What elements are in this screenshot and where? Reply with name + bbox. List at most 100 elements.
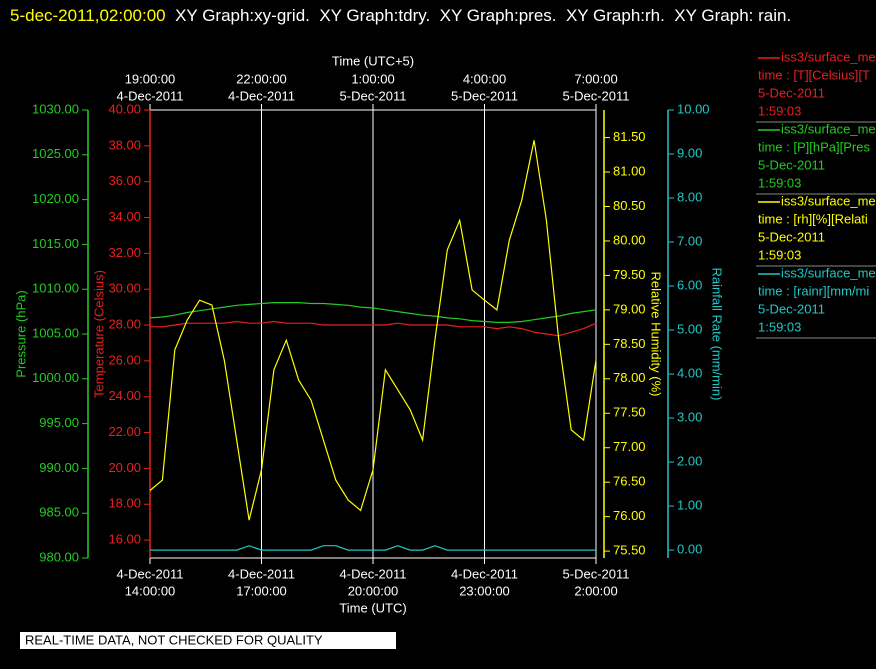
y-tick-label: 5.00 <box>677 321 702 336</box>
y-tick-label: 76.50 <box>613 474 646 489</box>
y-tick-label: 995.00 <box>39 415 79 430</box>
y-tick-label: 40.00 <box>108 101 141 116</box>
y-tick-label: 990.00 <box>39 460 79 475</box>
series-line <box>150 545 596 551</box>
y-tick-label: 78.50 <box>613 336 646 351</box>
x2-tick-label: 22:00:00 <box>236 71 287 86</box>
y-tick-label: 0.00 <box>677 542 702 557</box>
x-tick-label: 14:00:00 <box>125 583 176 598</box>
y-tick-label: 77.50 <box>613 405 646 420</box>
y-tick-label: 1020.00 <box>32 191 79 206</box>
x-axis-title: Time (UTC) <box>339 600 406 615</box>
legend-name: iss3/surface_me <box>781 121 876 136</box>
y-tick-label: 3.00 <box>677 409 702 424</box>
y-axis-title: Rainfall Rate (mm/min) <box>710 268 725 401</box>
y-tick-label: 985.00 <box>39 505 79 520</box>
title: 5-dec-2011,02:00:00 XY Graph:xy-grid. XY… <box>10 2 850 30</box>
legend-date: 5-Dec-2011 <box>758 229 825 244</box>
y-tick-label: 36.00 <box>108 173 141 188</box>
legend-name: iss3/surface_me <box>781 193 876 208</box>
y-axis-title: Pressure (hPa) <box>13 290 28 377</box>
x2-axis-title: Time (UTC+5) <box>332 53 414 68</box>
y-tick-label: 1.00 <box>677 498 702 513</box>
legend-date: 5-Dec-2011 <box>758 157 825 172</box>
y-tick-label: 79.50 <box>613 267 646 282</box>
legend-time: 1:59:03 <box>758 175 801 190</box>
y-tick-label: 80.50 <box>613 198 646 213</box>
y-tick-label: 10.00 <box>677 101 710 116</box>
y-tick-label: 1005.00 <box>32 325 79 340</box>
y-tick-label: 80.00 <box>613 232 646 247</box>
x2-tick-label: 4:00:00 <box>463 71 506 86</box>
x-tick-label: 20:00:00 <box>348 583 399 598</box>
legend-detail: time : [T][Celsius][T <box>758 67 870 82</box>
y-tick-label: 1010.00 <box>32 281 79 296</box>
y-tick-label: 28.00 <box>108 316 141 331</box>
x2-tick-label: 7:00:00 <box>574 71 617 86</box>
y-tick-label: 20.00 <box>108 460 141 475</box>
title-text: XY Graph:xy-grid. XY Graph:tdry. XY Grap… <box>175 6 792 25</box>
legend-time: 1:59:03 <box>758 247 801 262</box>
series-line <box>150 320 597 337</box>
footer-box <box>20 632 396 649</box>
legend-name: iss3/surface_me <box>781 265 876 280</box>
y-tick-label: 1025.00 <box>32 146 79 161</box>
x2-tick-label: 1:00:00 <box>351 71 394 86</box>
y-tick-label: 22.00 <box>108 424 141 439</box>
y-tick-label: 26.00 <box>108 352 141 367</box>
x-tick-label: 4-Dec-2011 <box>451 566 518 581</box>
y-tick-label: 76.00 <box>613 508 646 523</box>
y-tick-label: 78.00 <box>613 370 646 385</box>
y-tick-label: 79.00 <box>613 301 646 316</box>
x2-tick-label: 5-Dec-2011 <box>563 88 630 103</box>
y-tick-label: 16.00 <box>108 532 141 547</box>
legend-date: 5-Dec-2011 <box>758 85 825 100</box>
title-time: 5-dec-2011,02:00:00 <box>10 6 166 25</box>
x2-tick-label: 19:00:00 <box>125 71 176 86</box>
y-axis-title: Relative Humidity (%) <box>649 272 664 397</box>
y-tick-label: 1000.00 <box>32 370 79 385</box>
y-tick-label: 6.00 <box>677 277 702 292</box>
y-tick-label: 4.00 <box>677 365 702 380</box>
legend-detail: time : [rainr][mm/mi <box>758 283 869 298</box>
legend-name: iss3/surface_me <box>781 49 876 64</box>
y-tick-label: 81.50 <box>613 129 646 144</box>
legend-detail: time : [rh][%][Relati <box>758 211 868 226</box>
y-tick-label: 30.00 <box>108 281 141 296</box>
y-tick-label: 77.00 <box>613 439 646 454</box>
y-tick-label: 34.00 <box>108 209 141 224</box>
y-tick-label: 75.50 <box>613 543 646 558</box>
x-tick-label: 23:00:00 <box>459 583 510 598</box>
series-line <box>149 140 597 521</box>
x-tick-label: 4-Dec-2011 <box>340 566 407 581</box>
x-tick-label: 4-Dec-2011 <box>228 566 295 581</box>
y-tick-label: 1015.00 <box>32 236 79 251</box>
x2-tick-label: 5-Dec-2011 <box>340 88 407 103</box>
x2-tick-label: 4-Dec-2011 <box>228 88 295 103</box>
legend-time: 1:59:03 <box>758 103 801 118</box>
y-tick-label: 18.00 <box>108 496 141 511</box>
y-tick-label: 9.00 <box>677 145 702 160</box>
y-tick-label: 38.00 <box>108 137 141 152</box>
y-tick-label: 81.00 <box>613 163 646 178</box>
series-line <box>149 302 597 323</box>
x-tick-label: 17:00:00 <box>236 583 287 598</box>
y-tick-label: 2.00 <box>677 454 702 469</box>
y-axis-title: Temperature (Celsius) <box>91 270 106 398</box>
x-tick-label: 4-Dec-2011 <box>117 566 184 581</box>
y-tick-label: 8.00 <box>677 189 702 204</box>
legend-date: 5-Dec-2011 <box>758 301 825 316</box>
footer-text: REAL-TIME DATA, NOT CHECKED FOR QUALITY <box>25 632 323 647</box>
y-tick-label: 1030.00 <box>32 101 79 116</box>
y-tick-label: 32.00 <box>108 245 141 260</box>
x2-tick-label: 4-Dec-2011 <box>117 88 184 103</box>
x-tick-label: 2:00:00 <box>574 583 617 598</box>
y-tick-label: 980.00 <box>39 549 79 564</box>
x-tick-label: 5-Dec-2011 <box>563 566 630 581</box>
y-tick-label: 24.00 <box>108 388 141 403</box>
legend-time: 1:59:03 <box>758 319 801 334</box>
y-tick-label: 7.00 <box>677 233 702 248</box>
legend-detail: time : [P][hPa][Pres <box>758 139 870 154</box>
